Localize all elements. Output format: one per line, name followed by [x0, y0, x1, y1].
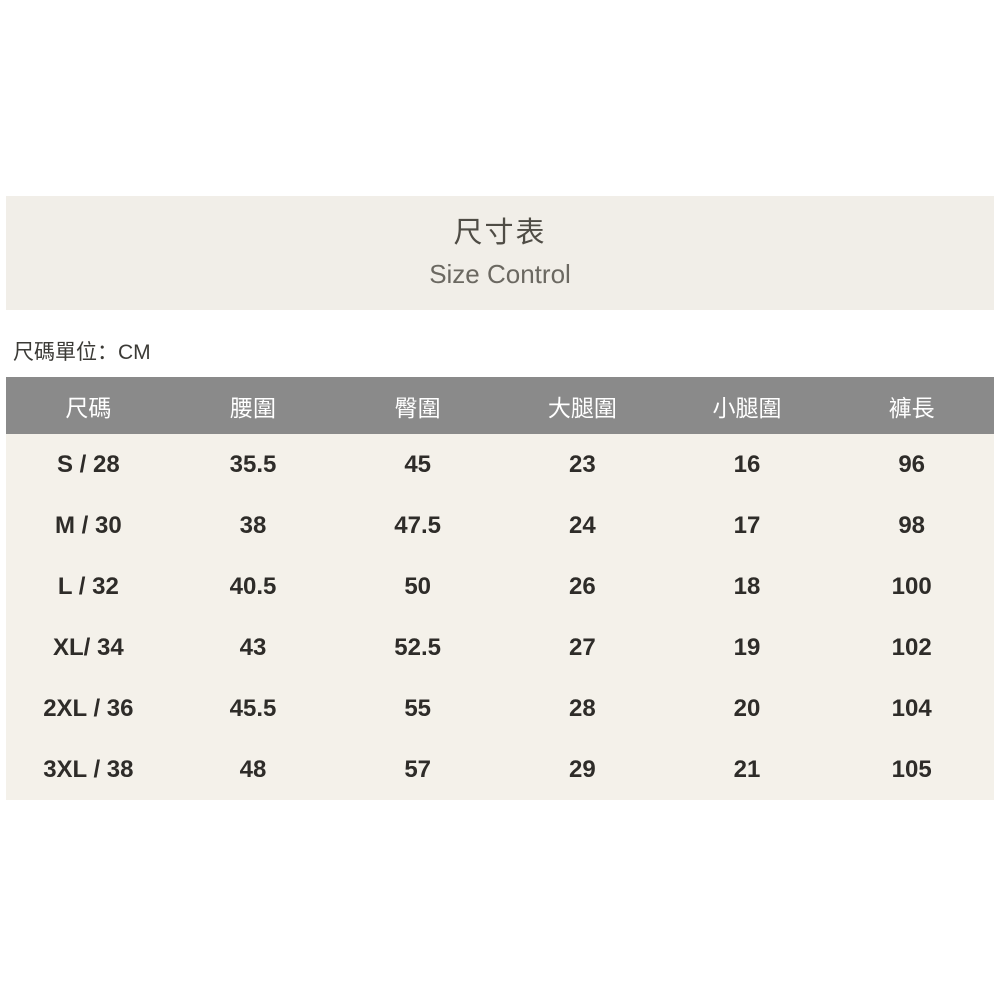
title-band: 尺寸表 Size Control: [6, 196, 994, 310]
value-cell: 52.5: [394, 633, 442, 661]
value-cell: 23: [568, 450, 596, 478]
value-cell: 21: [733, 755, 761, 783]
header-cell-calf: 小腿圍: [712, 394, 782, 421]
value-cell: 98: [898, 511, 926, 539]
table-row: L / 32 40.5 50 26 18 100: [6, 556, 994, 617]
value-cell: 16: [733, 450, 761, 478]
table-row: S / 28 35.5 45 23 16 96: [6, 434, 994, 495]
row-label-cell: 2XL / 36: [43, 694, 134, 722]
header-cell-length: 褲長: [888, 394, 935, 421]
table-header-row: 尺碼 腰圍 臀圍 大腿圍 小腿圍 褲長: [6, 377, 994, 434]
value-cell: 55: [404, 694, 432, 722]
value-cell: 48: [239, 755, 267, 783]
value-cell: 27: [568, 633, 596, 661]
value-cell: 35.5: [229, 450, 277, 478]
value-cell: 24: [568, 511, 596, 539]
value-cell: 18: [733, 572, 761, 600]
header-cell-thigh: 大腿圍: [547, 394, 617, 421]
value-cell: 45.5: [229, 694, 277, 722]
unit-note: 尺碼單位：CM: [13, 341, 151, 364]
value-cell: 57: [404, 755, 432, 783]
table-row: XL/ 34 43 52.5 27 19 102: [6, 617, 994, 678]
value-cell: 104: [891, 694, 932, 722]
row-label-cell: L / 32: [57, 572, 119, 600]
row-label-cell: M / 30: [54, 511, 122, 539]
header-cell-hip: 臀圍: [394, 394, 441, 421]
value-cell: 26: [568, 572, 596, 600]
header-cell-waist: 腰圍: [229, 394, 276, 421]
value-cell: 96: [898, 450, 926, 478]
value-cell: 19: [733, 633, 761, 661]
table-row: 2XL / 36 45.5 55 28 20 104: [6, 678, 994, 739]
value-cell: 28: [568, 694, 596, 722]
value-cell: 20: [733, 694, 761, 722]
value-cell: 29: [568, 755, 596, 783]
size-table: 尺碼 腰圍 臀圍 大腿圍 小腿圍 褲長 S / 28 35.5 45 23 16…: [6, 377, 994, 800]
value-cell: 105: [891, 755, 932, 783]
value-cell: 17: [733, 511, 761, 539]
value-cell: 100: [891, 572, 932, 600]
value-cell: 38: [239, 511, 267, 539]
value-cell: 43: [239, 633, 267, 661]
table-row: M / 30 38 47.5 24 17 98: [6, 495, 994, 556]
page-subtitle: Size Control: [429, 259, 571, 289]
value-cell: 50: [404, 572, 432, 600]
value-cell: 47.5: [394, 511, 442, 539]
row-label-cell: XL/ 34: [52, 633, 124, 661]
row-label-cell: 3XL / 38: [43, 755, 134, 783]
header-cell-size: 尺碼: [65, 394, 112, 421]
row-label-cell: S / 28: [56, 450, 120, 478]
page-title: 尺寸表: [453, 217, 547, 249]
value-cell: 40.5: [229, 572, 277, 600]
value-cell: 102: [891, 633, 932, 661]
table-row: 3XL / 38 48 57 29 21 105: [6, 739, 994, 800]
value-cell: 45: [404, 450, 432, 478]
